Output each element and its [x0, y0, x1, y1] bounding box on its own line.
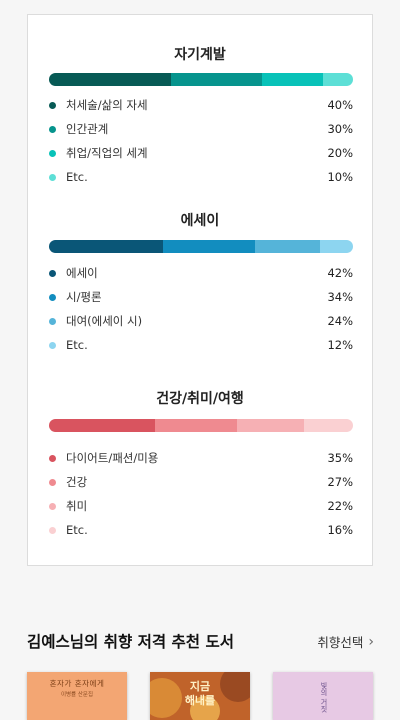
recommend-title: 김예스님의 취향 저격 추천 도서: [27, 633, 234, 651]
book-cover[interactable]: 지금 해내를: [150, 672, 250, 720]
legend-dot-icon: [49, 478, 56, 486]
taste-select-link[interactable]: 취향선택 ›: [317, 632, 374, 651]
legend-percent: 34%: [327, 290, 353, 304]
legend-item: 인간관계 30%: [49, 117, 353, 141]
legend-item: 건강 27%: [49, 470, 353, 494]
section-health-hobby-travel: 건강/취미/여행 다이어트/패션/미용 35% 건강 27% 취미 22%: [28, 389, 372, 537]
legend-item: 취미 22%: [49, 494, 353, 518]
legend-item: Etc. 10%: [49, 165, 353, 189]
bar-segment: [237, 419, 305, 432]
genre-preference-card: 자기계발 처세술/삶의 자세 40% 인간관계 30% 취업/직업의 세계 20…: [27, 14, 373, 566]
legend-percent: 16%: [327, 523, 353, 537]
section-essay: 에세이 에세이 42% 시/평론 34% 대여(에세이 시) 24%: [28, 211, 372, 352]
bar-segment: [322, 73, 353, 86]
legend-percent: 24%: [327, 314, 353, 328]
legend-percent: 12%: [327, 338, 353, 352]
section-self-development: 자기계발 처세술/삶의 자세 40% 인간관계 30% 취업/직업의 세계 20…: [28, 45, 372, 184]
legend-item: 다이어트/패션/미용 35%: [49, 446, 353, 470]
taste-select-label: 취향선택: [317, 635, 364, 650]
legend-dot-icon: [49, 173, 56, 181]
stacked-bar: [49, 240, 353, 253]
bar-segment: [163, 240, 256, 253]
legend-dot-icon: [49, 101, 56, 109]
bar-segment: [49, 419, 156, 432]
bar-segment: [304, 419, 353, 432]
legend-dot-icon: [49, 125, 56, 133]
legend-dot-icon: [49, 502, 56, 510]
legend-label: 에세이: [66, 266, 98, 280]
book-title: 빛의 거짓: [320, 682, 328, 713]
book-title-line2: 해내를: [184, 694, 216, 707]
legend-dot-icon: [49, 149, 56, 157]
book-title: 지금: [189, 680, 211, 693]
legend: 에세이 42% 시/평론 34% 대여(에세이 시) 24% Etc. 12%: [49, 261, 353, 357]
legend-item: 취업/직업의 세계 20%: [49, 141, 353, 165]
legend-dot-icon: [49, 341, 56, 349]
legend-label: 대여(에세이 시): [66, 314, 143, 328]
bar-segment: [170, 73, 262, 86]
legend-dot-icon: [49, 293, 56, 301]
legend-label: 취업/직업의 세계: [66, 146, 148, 160]
legend-percent: 40%: [327, 98, 353, 112]
legend-item: 에세이 42%: [49, 261, 353, 285]
chevron-right-icon: ›: [368, 633, 374, 650]
legend-label: Etc.: [66, 338, 88, 352]
bar-segment: [261, 73, 323, 86]
section-title: 에세이: [180, 213, 220, 229]
legend-percent: 22%: [327, 499, 353, 513]
legend-percent: 30%: [327, 122, 353, 136]
legend-dot-icon: [49, 454, 56, 462]
book-cover[interactable]: 빛의 거짓: [273, 672, 373, 720]
legend-item: 시/평론 34%: [49, 285, 353, 309]
book-subtitle: 이병률 산문집: [60, 692, 94, 698]
legend-dot-icon: [49, 317, 56, 325]
cover-art: [220, 672, 250, 702]
legend-item: 대여(에세이 시) 24%: [49, 309, 353, 333]
legend-percent: 27%: [327, 475, 353, 489]
legend: 다이어트/패션/미용 35% 건강 27% 취미 22% Etc. 16%: [49, 446, 353, 542]
book-cover[interactable]: 혼자가 혼자에게 이병률 산문집: [27, 672, 127, 720]
legend-label: 시/평론: [66, 290, 102, 304]
legend-item: Etc. 16%: [49, 518, 353, 542]
section-title: 자기계발: [174, 47, 226, 63]
legend: 처세술/삶의 자세 40% 인간관계 30% 취업/직업의 세계 20% Etc…: [49, 93, 353, 189]
legend-item: 처세술/삶의 자세 40%: [49, 93, 353, 117]
legend-label: 처세술/삶의 자세: [66, 98, 148, 112]
legend-label: Etc.: [66, 523, 88, 537]
section-title: 건강/취미/여행: [156, 391, 244, 407]
legend-label: 다이어트/패션/미용: [66, 451, 159, 465]
legend-percent: 42%: [327, 266, 353, 280]
bar-segment: [49, 73, 171, 86]
bar-segment: [320, 240, 353, 253]
stacked-bar: [49, 73, 353, 86]
legend-label: Etc.: [66, 170, 88, 184]
legend-label: 인간관계: [66, 122, 109, 136]
bar-segment: [49, 240, 163, 253]
cover-art: [150, 678, 182, 718]
legend-dot-icon: [49, 269, 56, 277]
legend-percent: 35%: [327, 451, 353, 465]
stacked-bar: [49, 419, 353, 432]
legend-percent: 20%: [327, 146, 353, 160]
legend-dot-icon: [49, 526, 56, 534]
bar-segment: [155, 419, 238, 432]
legend-item: Etc. 12%: [49, 333, 353, 357]
legend-label: 취미: [66, 499, 88, 513]
legend-label: 건강: [66, 475, 88, 489]
legend-percent: 10%: [327, 170, 353, 184]
bar-segment: [255, 240, 321, 253]
book-title: 혼자가 혼자에게: [49, 679, 105, 688]
